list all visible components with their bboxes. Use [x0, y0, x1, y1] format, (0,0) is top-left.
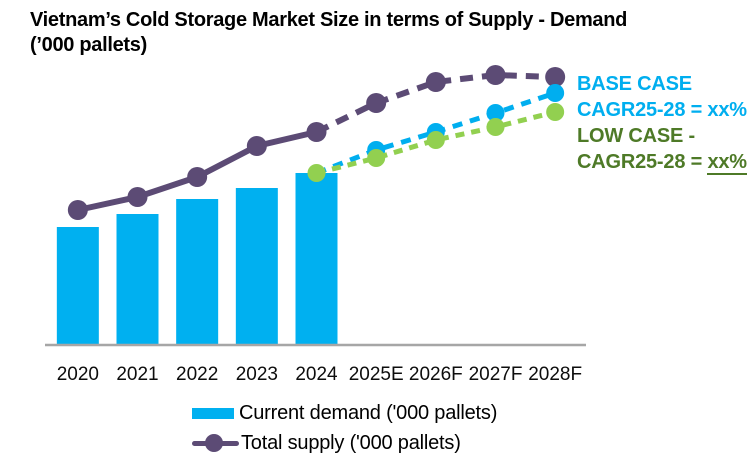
base-case-label-line2: CAGR25-28 = xx% [577, 99, 747, 121]
total-supply-marker-2028F [545, 67, 566, 87]
base-case-annotation: BASE CASE CAGR25-28 = xx% [577, 71, 755, 123]
legend-item-total-supply: Total supply ('000 pallets) [192, 432, 497, 454]
low-case-marker-2027F [486, 118, 505, 136]
low-case-marker-2026F [426, 131, 445, 149]
demand-bar-2022 [176, 199, 219, 345]
low-case-marker-2025E [367, 149, 386, 167]
total-supply-marker-2021 [127, 187, 148, 207]
legend-label-total-supply: Total supply ('000 pallets) [241, 431, 461, 454]
x-axis-label-2021: 2021 [116, 364, 158, 385]
total-supply-marker-2025E [366, 93, 387, 113]
low-case-marker-2028F [546, 103, 565, 121]
low-case-label-line1: LOW CASE - [577, 125, 695, 147]
x-axis-label-2028F: 2028F [528, 364, 582, 385]
total-supply-swatch-icon [192, 432, 239, 454]
legend-item-current-demand: Current demand ('000 pallets) [192, 402, 497, 424]
total-supply-forecast-line [315, 71, 556, 135]
low-case-marker-2024 [307, 164, 326, 182]
chart-title-line1: Vietnam’s Cold Storage Market Size in te… [30, 9, 628, 31]
x-axis-label-2020: 2020 [57, 364, 99, 385]
total-supply-marker-2026F [425, 72, 446, 92]
total-supply-marker-2022 [187, 167, 208, 187]
x-axis-label-2022: 2022 [176, 364, 218, 385]
x-axis-label-2027F: 2027F [469, 364, 523, 385]
base-case-label-line1: BASE CASE [577, 73, 692, 95]
chart-legend: Current demand ('000 pallets) Total supp… [192, 402, 497, 454]
total-supply-marker-2020 [67, 200, 88, 220]
current-demand-swatch-icon [192, 407, 234, 419]
base-case-marker-2027F [486, 104, 505, 122]
x-axis-label-2023: 2023 [236, 364, 278, 385]
total-supply-marker-2027F [485, 65, 506, 85]
low-case-annotation: LOW CASE - CAGR25-28 = xx% [577, 123, 755, 175]
demand-bar-2024 [295, 173, 338, 345]
low-case-cagr-value: xx% [707, 151, 747, 175]
x-axis-label-2026F: 2026F [409, 364, 463, 385]
chart-title-line2: (’000 pallets) [30, 34, 147, 56]
base-case-marker-2028F [546, 84, 565, 102]
low-case-label-line2: CAGR25-28 = xx% [577, 151, 747, 175]
demand-bar-2023 [235, 188, 278, 345]
demand-bar-2021 [116, 214, 159, 345]
chart-title: Vietnam’s Cold Storage Market Size in te… [30, 8, 740, 58]
total-supply-marker-2023 [246, 136, 267, 156]
x-axis-label-2025E: 2025E [349, 364, 404, 385]
total-supply-marker-2024 [306, 122, 327, 142]
x-axis-label-2024: 2024 [295, 364, 338, 385]
legend-label-current-demand: Current demand ('000 pallets) [239, 401, 498, 424]
demand-bar-2020 [56, 227, 99, 345]
